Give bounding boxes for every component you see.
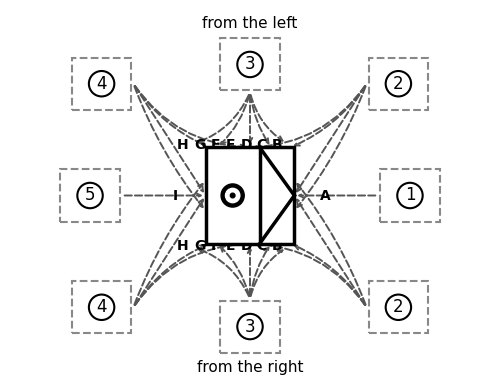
Text: from the left: from the left [202, 16, 298, 31]
Bar [368, 281, 428, 333]
Text: D: D [240, 138, 252, 152]
Text: 2: 2 [393, 75, 404, 93]
Text: C: C [256, 138, 266, 152]
Bar [72, 281, 132, 333]
Text: B: B [272, 239, 282, 253]
Text: D: D [240, 239, 252, 253]
Text: F: F [210, 138, 220, 152]
Bar [220, 38, 280, 90]
Text: H: H [176, 239, 188, 253]
Text: I: I [172, 188, 178, 203]
Bar [60, 169, 120, 222]
Text: 1: 1 [404, 187, 415, 204]
Text: A: A [320, 188, 330, 203]
Bar [380, 169, 440, 222]
Bar [220, 301, 280, 353]
Bar [368, 58, 428, 110]
Text: F: F [210, 239, 220, 253]
Circle shape [230, 193, 235, 198]
Text: G: G [194, 138, 205, 152]
Text: from the right: from the right [197, 360, 303, 375]
Text: 4: 4 [96, 298, 107, 316]
Text: G: G [194, 239, 205, 253]
Text: E: E [226, 138, 235, 152]
Circle shape [226, 188, 240, 203]
Text: 5: 5 [85, 187, 96, 204]
Circle shape [221, 184, 244, 207]
Bar [72, 58, 132, 110]
Text: C: C [256, 239, 266, 253]
Text: 3: 3 [244, 56, 256, 74]
Text: 3: 3 [244, 317, 256, 335]
Text: H: H [176, 138, 188, 152]
Text: 4: 4 [96, 75, 107, 93]
Text: B: B [272, 138, 282, 152]
Bar [206, 147, 294, 244]
Text: 2: 2 [393, 298, 404, 316]
Text: E: E [226, 239, 235, 253]
